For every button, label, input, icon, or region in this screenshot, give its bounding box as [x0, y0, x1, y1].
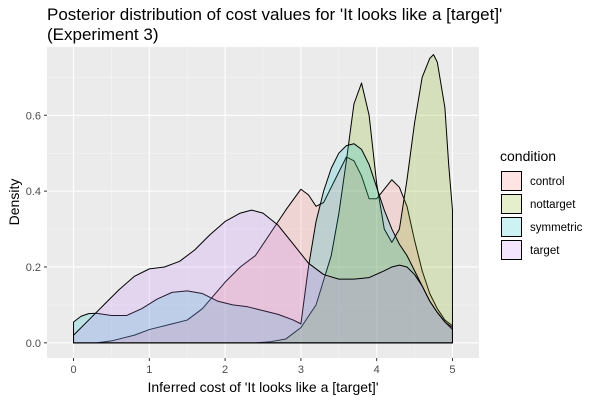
x-tick-label: 3: [298, 364, 304, 376]
legend-key-target: [502, 241, 522, 260]
legend-key-control: [502, 172, 522, 191]
x-tick-label: 2: [222, 364, 228, 376]
y-axis-title: Density: [6, 179, 22, 226]
legend-key-nottarget: [502, 195, 522, 214]
legend: condition control nottarget symmetric targe…: [500, 148, 583, 260]
x-tick-label: 1: [146, 364, 152, 376]
legend-title: condition: [500, 148, 556, 164]
x-axis-title: Inferred cost of 'It looks like a [targe…: [147, 379, 378, 395]
legend-key-symmetric: [502, 218, 522, 237]
chart-title-line-2: (Experiment 3): [47, 25, 158, 44]
x-tick-label: 4: [374, 364, 380, 376]
legend-label-control: control: [530, 176, 565, 188]
legend-label-nottarget: nottarget: [530, 199, 576, 211]
chart-title-line-1: Posterior distribution of cost values fo…: [47, 5, 502, 24]
x-tick-label: 0: [70, 364, 76, 376]
legend-items: control nottarget symmetric target: [501, 171, 583, 260]
legend-label-target: target: [530, 245, 560, 257]
y-tick-label: 0.6: [26, 110, 41, 122]
y-tick-label: 0.4: [26, 186, 41, 198]
legend-label-symmetric: symmetric: [530, 222, 583, 234]
x-tick-label: 5: [449, 364, 455, 376]
y-tick-label: 0.0: [26, 338, 41, 350]
y-tick-label: 0.2: [26, 262, 41, 274]
